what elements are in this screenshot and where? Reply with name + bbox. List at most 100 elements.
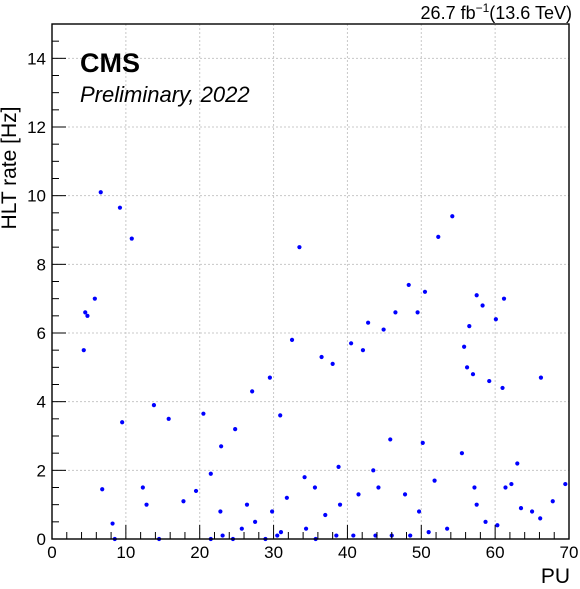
- data-point: [275, 533, 280, 538]
- data-point: [302, 475, 307, 480]
- data-point: [337, 502, 343, 507]
- data-point: [360, 348, 366, 353]
- data-point: [464, 365, 470, 370]
- data-point: [193, 488, 199, 494]
- data-point: [388, 437, 393, 442]
- data-point: [445, 526, 450, 531]
- data-point: [98, 190, 103, 195]
- data-point: [144, 502, 149, 507]
- data-point: [509, 481, 514, 487]
- data-point: [462, 344, 467, 349]
- data-point: [406, 282, 411, 288]
- data-point: [495, 523, 500, 528]
- data-point: [480, 303, 485, 308]
- data-point: [371, 468, 376, 473]
- data-point: [501, 296, 507, 301]
- data-point: [376, 485, 381, 490]
- status-label: Preliminary, 2022: [80, 82, 250, 107]
- data-point: [244, 502, 250, 507]
- x-tick-label: 20: [190, 543, 209, 562]
- x-tick-label: 30: [264, 543, 283, 562]
- axis-ticks: 0 10 20 30 40 50 60 70 0 2 4 6 8 10 12 14: [27, 23, 579, 562]
- data-point: [467, 324, 472, 329]
- data-point: [432, 478, 437, 483]
- data-point: [303, 526, 309, 531]
- data-point: [416, 509, 422, 514]
- data-point: [81, 348, 86, 353]
- data-point: [483, 519, 488, 524]
- data-point: [393, 310, 398, 315]
- data-point: [459, 451, 465, 456]
- data-point: [474, 293, 479, 298]
- data-point: [289, 337, 295, 342]
- data-point: [474, 502, 479, 507]
- data-point: [208, 471, 213, 476]
- data-point: [312, 485, 318, 490]
- data-point: [267, 375, 272, 380]
- data-point: [472, 485, 477, 490]
- data-point: [356, 492, 361, 497]
- data-point: [402, 492, 408, 497]
- data-point: [117, 205, 123, 210]
- data-point: [436, 234, 441, 239]
- x-tick-label: 50: [412, 543, 431, 562]
- data-point: [349, 341, 354, 346]
- data-point: [518, 506, 524, 511]
- data-point: [151, 403, 157, 408]
- data-point: [140, 485, 145, 490]
- data-point: [550, 499, 555, 504]
- data-point: [253, 519, 258, 524]
- y-tick-label: 4: [37, 393, 46, 412]
- data-point: [319, 354, 324, 360]
- data-point: [415, 310, 420, 315]
- data-point: [239, 526, 244, 531]
- data-point: [330, 361, 335, 366]
- data-point: [110, 521, 115, 526]
- data-points: [81, 190, 568, 542]
- data-point: [503, 485, 508, 490]
- y-axis-label: HLT rate [Hz]: [0, 106, 21, 230]
- data-point: [250, 389, 255, 394]
- x-tick-label: 60: [486, 543, 505, 562]
- data-point: [201, 411, 206, 416]
- x-tick-label: 70: [560, 543, 579, 562]
- data-point: [166, 416, 171, 421]
- data-point: [129, 236, 134, 241]
- data-point: [529, 509, 535, 514]
- data-point: [538, 375, 544, 380]
- y-tick-label: 0: [37, 530, 46, 549]
- luminosity-label: 26.7 fb−1(13.6 TeV): [420, 1, 572, 23]
- data-point: [563, 481, 568, 487]
- data-point: [218, 509, 223, 514]
- data-point: [83, 310, 88, 315]
- data-point: [515, 461, 520, 466]
- data-point: [278, 413, 283, 418]
- experiment-label: CMS: [80, 48, 140, 78]
- data-point: [100, 487, 105, 492]
- data-point: [92, 296, 97, 301]
- data-point: [323, 512, 328, 518]
- y-tick-label: 10: [27, 187, 46, 206]
- data-point: [538, 516, 543, 521]
- data-point: [284, 495, 289, 500]
- data-point: [278, 530, 284, 535]
- x-tick-label: 10: [116, 543, 135, 562]
- x-tick-label: 40: [338, 543, 357, 562]
- data-point: [120, 420, 125, 425]
- data-point: [500, 385, 505, 391]
- data-point: [336, 464, 341, 469]
- data-point: [420, 440, 425, 445]
- data-point: [493, 317, 498, 322]
- data-point: [219, 444, 224, 449]
- data-point: [297, 245, 302, 250]
- data-point: [220, 533, 225, 538]
- data-point: [366, 320, 371, 325]
- data-point: [334, 533, 339, 538]
- y-tick-label: 2: [37, 461, 46, 480]
- y-tick-label: 12: [27, 118, 46, 137]
- data-point: [269, 509, 275, 514]
- data-point: [487, 378, 492, 384]
- x-tick-label: 0: [47, 543, 56, 562]
- data-point: [422, 289, 428, 294]
